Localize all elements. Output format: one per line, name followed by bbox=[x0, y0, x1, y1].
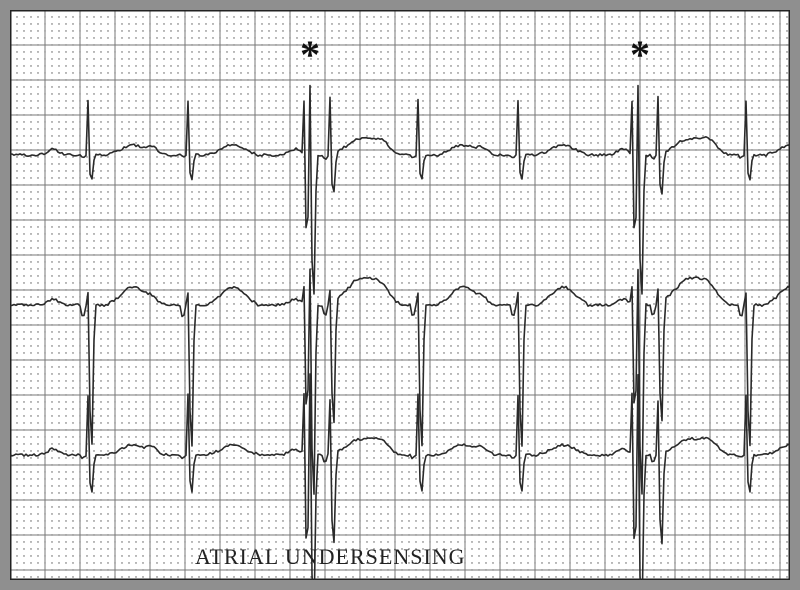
event-marker-asterisk: * bbox=[300, 31, 320, 78]
ecg-svg bbox=[10, 10, 790, 580]
figure-frame: * * ATRIAL UNDERSENSING bbox=[0, 0, 800, 590]
figure-caption: ATRIAL UNDERSENSING bbox=[195, 544, 466, 570]
ecg-paper bbox=[10, 10, 790, 580]
event-marker-asterisk: * bbox=[630, 31, 650, 78]
